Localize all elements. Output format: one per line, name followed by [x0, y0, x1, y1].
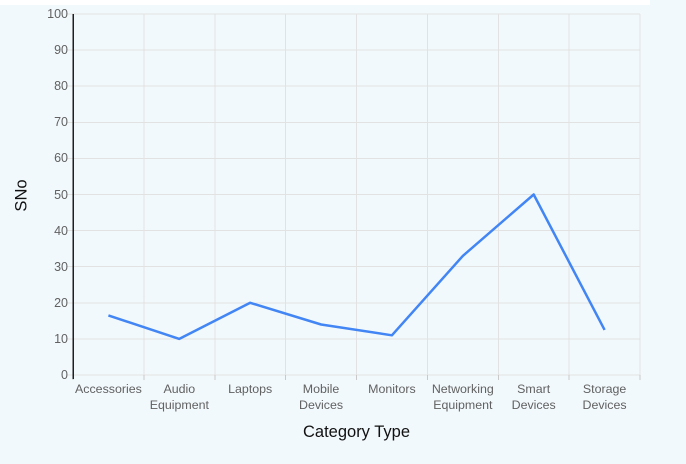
x-category-label: Mobile Devices: [299, 382, 344, 412]
x-category-label: Smart Devices: [511, 382, 556, 412]
y-tick-label: 30: [54, 259, 68, 274]
x-category-label: Audio Equipment: [149, 382, 209, 412]
x-category-label: Monitors: [368, 382, 416, 396]
y-tick-label: 0: [61, 368, 68, 382]
x-category-label: Storage Devices: [582, 382, 627, 412]
y-tick-label: 80: [54, 79, 68, 94]
x-category-label: Networking Equipment: [431, 382, 494, 412]
x-category-label: Accessories: [75, 382, 142, 396]
y-axis-title: SNo: [12, 179, 31, 212]
x-category-label: Laptops: [228, 382, 273, 396]
y-tick-label: 60: [54, 151, 68, 166]
y-tick-label: 10: [54, 331, 68, 346]
y-tick-label: 100: [47, 7, 68, 21]
y-tick-label: 50: [54, 187, 68, 202]
x-axis-title: Category Type: [302, 423, 410, 441]
y-tick-label: 70: [54, 115, 68, 130]
y-tick-label: 40: [54, 223, 68, 238]
top-edge-strip: [0, 0, 650, 5]
y-tick-label: 20: [54, 295, 68, 310]
y-tick-label: 90: [54, 43, 68, 58]
data-line: [108, 193, 606, 341]
